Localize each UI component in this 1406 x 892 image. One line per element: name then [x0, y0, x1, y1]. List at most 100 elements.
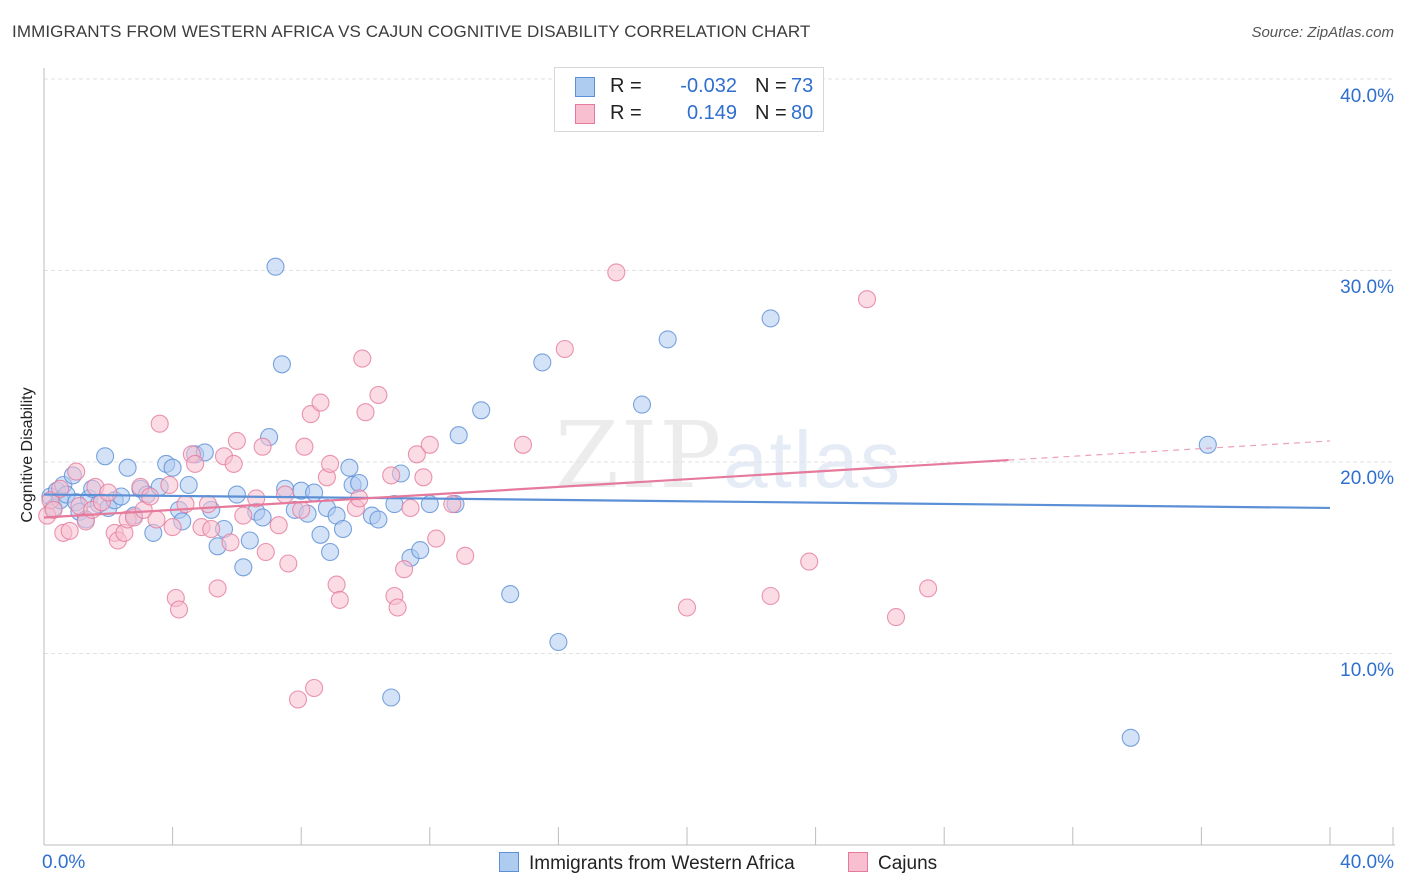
data-point: [501, 585, 520, 604]
data-point: [253, 508, 272, 527]
data-point: [549, 632, 568, 652]
legend-swatch-cajuns: [575, 104, 595, 124]
bottom-legend-swatch-cajuns: [848, 852, 868, 872]
source-label: Source: ZipAtlas.com: [1251, 24, 1394, 41]
legend-r-value: 0.149: [686, 102, 737, 124]
data-point: [1121, 728, 1140, 747]
axes: [43, 68, 1395, 846]
legend-n-label: N =: [755, 102, 787, 124]
data-point: [163, 518, 182, 537]
legend-r-value: -0.032: [680, 75, 737, 97]
data-point: [449, 426, 468, 445]
data-point: [886, 608, 906, 627]
data-point: [198, 495, 218, 514]
data-point: [395, 560, 414, 579]
data-point: [407, 445, 426, 464]
data-point: [227, 431, 246, 450]
correlation-legend: R = -0.032 N = 73 R = 0.149 N = 80: [554, 67, 824, 132]
bottom-legend-western-africa: Immigrants from Western Africa: [499, 852, 795, 875]
data-point: [513, 435, 533, 454]
data-point: [330, 590, 349, 609]
data-point: [414, 468, 433, 487]
data-point: [369, 510, 388, 529]
watermark-atlas: atlas: [723, 415, 903, 504]
bottom-legend-label-western-africa: Immigrants from Western Africa: [529, 853, 795, 874]
data-point: [256, 542, 275, 562]
bottom-legend-swatch-western-africa: [499, 852, 519, 872]
data-point: [555, 339, 574, 359]
trend-lines: [43, 440, 1331, 519]
data-point: [60, 521, 79, 540]
data-point: [321, 542, 340, 562]
data-point: [247, 489, 266, 508]
data-point: [800, 552, 819, 571]
data-point: [118, 458, 137, 477]
y-tick-20: 20.0%: [1340, 468, 1394, 489]
data-point: [761, 309, 780, 328]
bottom-legend-cajuns: Cajuns: [848, 852, 937, 875]
data-point: [456, 546, 475, 565]
data-point: [353, 349, 372, 368]
data-point: [169, 600, 189, 619]
data-point: [202, 519, 221, 539]
data-point: [919, 579, 938, 598]
data-point: [350, 474, 369, 493]
data-point: [295, 437, 314, 456]
legend-n-value: 80: [791, 102, 814, 124]
legend-n-value: 73: [791, 75, 814, 97]
y-axis-label: Cognitive Disability: [19, 387, 36, 523]
data-point: [305, 483, 324, 502]
legend-r-label: R =: [610, 102, 642, 124]
data-point: [658, 330, 677, 349]
data-point: [420, 435, 439, 454]
data-point: [234, 558, 253, 577]
y-tick-30: 30.0%: [1340, 277, 1394, 298]
data-point: [96, 447, 115, 466]
data-point: [51, 479, 70, 498]
data-point: [147, 510, 166, 529]
data-point: [240, 531, 259, 550]
data-point: [382, 466, 401, 485]
data-point: [208, 579, 227, 598]
data-point: [388, 598, 407, 617]
data-point: [288, 690, 308, 709]
data-point: [382, 688, 401, 707]
series-western-africa-points: [41, 257, 1217, 747]
data-point: [272, 355, 291, 374]
data-point: [44, 500, 63, 519]
x-tick-min: 0.0%: [42, 852, 86, 873]
series-cajuns-points: [38, 263, 938, 709]
bottom-legend-label-cajuns: Cajuns: [878, 853, 938, 874]
data-point: [607, 263, 626, 282]
data-point: [224, 454, 243, 473]
trend-line-1: [43, 458, 1009, 519]
data-point: [340, 458, 359, 477]
data-point: [253, 437, 272, 456]
data-point: [327, 575, 346, 594]
data-point: [150, 414, 169, 433]
legend-swatch-western-africa: [575, 77, 595, 97]
data-point: [1198, 435, 1217, 454]
data-point: [472, 401, 491, 420]
data-point: [761, 586, 780, 606]
data-point: [269, 516, 288, 535]
data-point: [186, 454, 205, 473]
data-point: [427, 529, 446, 548]
data-point: [333, 519, 353, 539]
data-point: [401, 498, 420, 518]
data-point: [311, 393, 330, 412]
watermark: ZIPatlas: [555, 402, 902, 509]
watermark-zip: ZIP: [555, 402, 724, 509]
data-point: [292, 500, 311, 519]
data-point: [677, 598, 697, 617]
y-tick-40: 40.0%: [1340, 86, 1394, 107]
data-point: [311, 525, 330, 544]
data-point: [276, 485, 295, 504]
data-point: [179, 475, 198, 495]
data-point: [369, 385, 388, 405]
trend-line-0: [43, 493, 1331, 510]
y-tick-10: 10.0%: [1340, 660, 1394, 681]
data-point: [411, 541, 430, 560]
data-point: [160, 475, 179, 495]
data-point: [99, 483, 118, 502]
